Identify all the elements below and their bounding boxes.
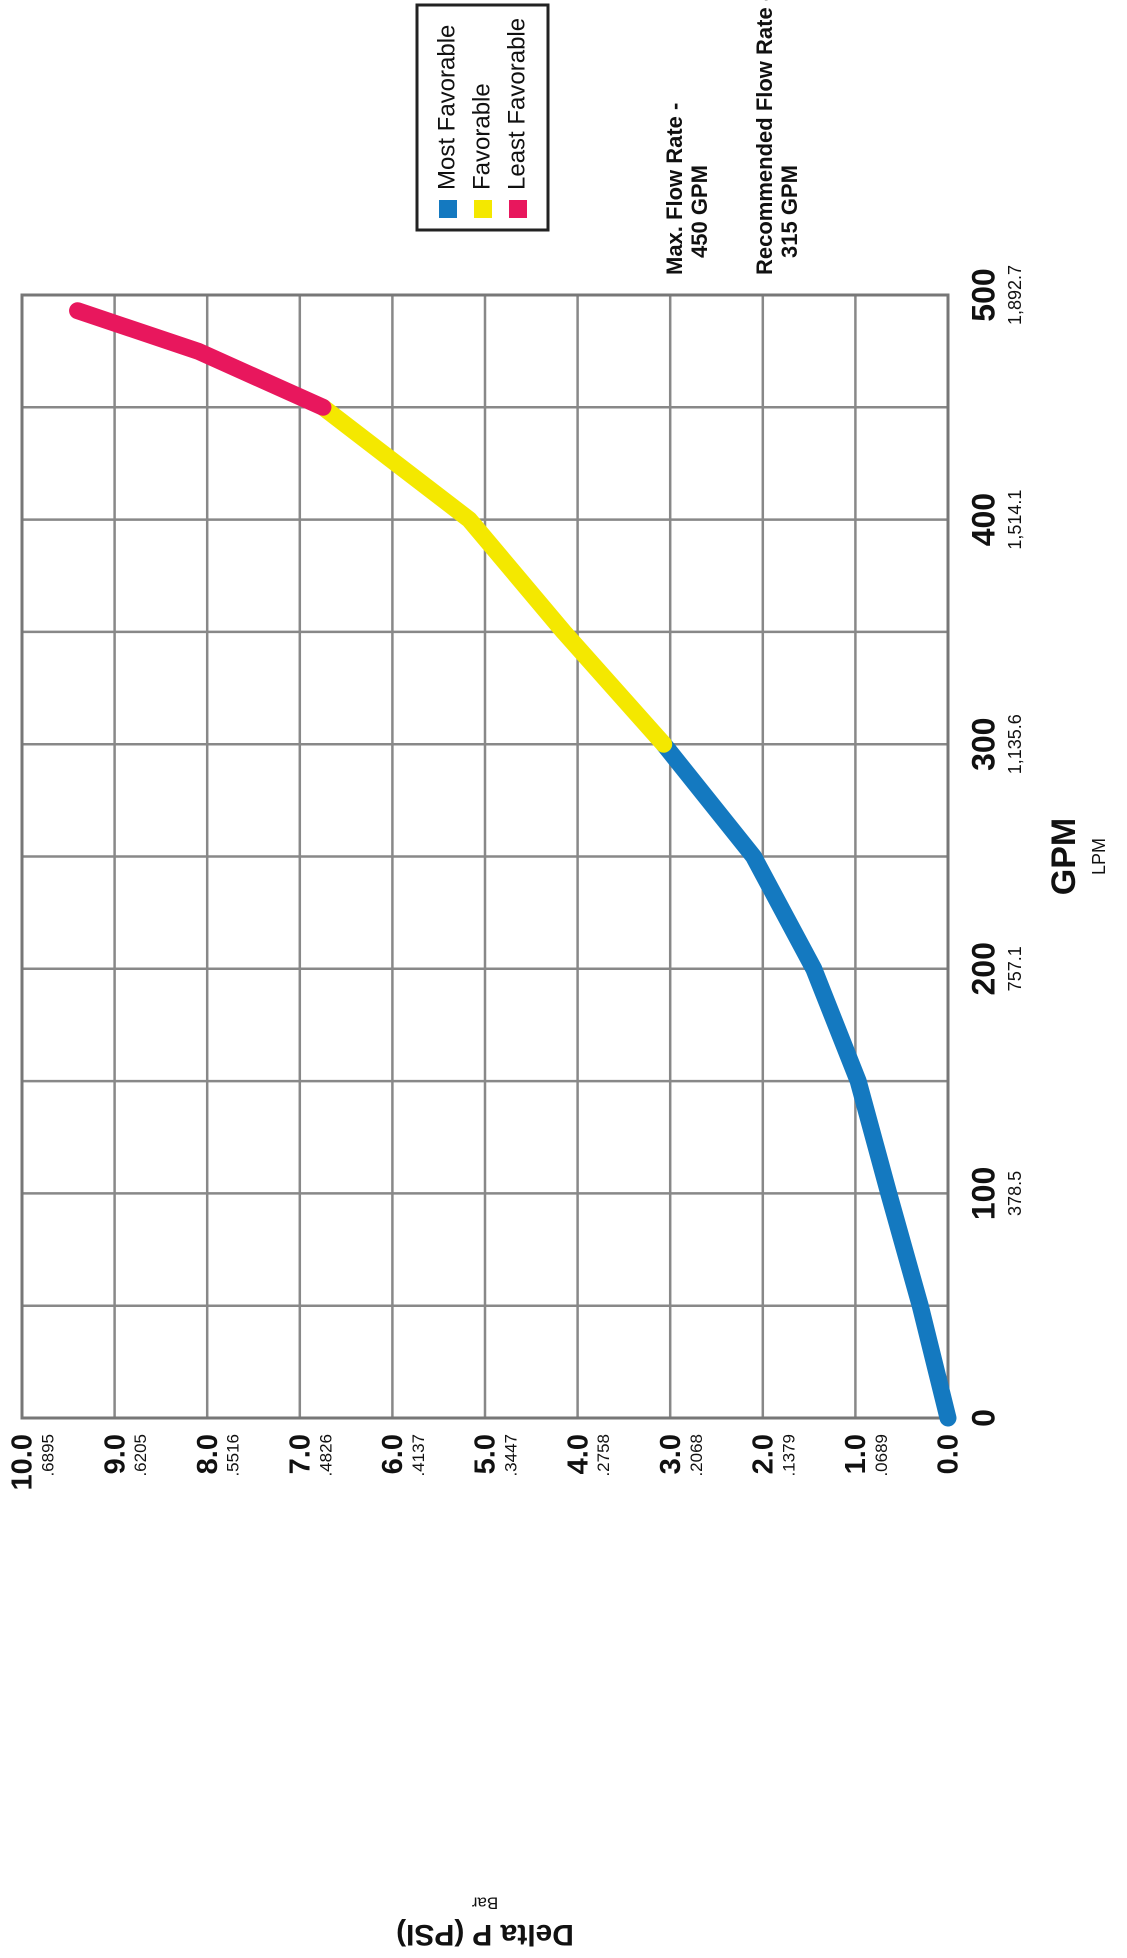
y-tick-label: 2.0 <box>747 1434 779 1474</box>
annotation: Recommended Flow Rate - <box>752 0 777 275</box>
legend-swatch <box>474 200 492 218</box>
y-tick-label: 8.0 <box>192 1434 224 1474</box>
y-tick-label: 0.0 <box>933 1434 965 1474</box>
plot-border <box>20 293 950 1420</box>
legend-label: Least Favorable <box>503 18 530 190</box>
y2-tick-label: .4826 <box>316 1434 335 1477</box>
y2-tick-label: .0689 <box>872 1434 891 1477</box>
x-tick-label: 0 <box>965 1409 1001 1427</box>
annotation: Max. Flow Rate - <box>662 103 687 275</box>
y2-tick-label: .3447 <box>502 1434 521 1477</box>
x-tick-label: 400 <box>965 493 1001 546</box>
y-tick-label: 4.0 <box>562 1434 594 1474</box>
legend-label: Favorable <box>468 83 495 190</box>
legend-swatch <box>509 200 527 218</box>
y2-tick-label: .2068 <box>687 1434 706 1477</box>
x-tick-label: 100 <box>965 1167 1001 1220</box>
y2-tick-label: .6895 <box>38 1434 57 1477</box>
y-tick-label: 9.0 <box>99 1434 131 1474</box>
y-tick-label: 1.0 <box>840 1434 872 1474</box>
legend-swatch <box>439 200 457 218</box>
y2-tick-label: .1379 <box>779 1434 798 1477</box>
rotated-chart: 0 100 200 300 400 500 378.5 757.1 1,135.6 1,514.1… <box>7 0 1109 1951</box>
x2-tick-label: 1,892.7 <box>1005 265 1025 325</box>
y-tick-label: 3.0 <box>655 1434 687 1474</box>
y2-tick-label: .2758 <box>594 1434 613 1477</box>
x2-tick-label: 378.5 <box>1005 1171 1025 1216</box>
y-tick-label: 10.0 <box>7 1434 39 1490</box>
data-line <box>655 735 957 1427</box>
y-axis-label: Delta P (PSI) <box>396 1918 574 1951</box>
x2-tick-label: 757.1 <box>1005 946 1025 991</box>
legend-label: Most Favorable <box>433 25 460 190</box>
x-tick-label: 200 <box>965 942 1001 995</box>
y2-tick-label: .4137 <box>409 1434 428 1477</box>
y2-tick-label: .6205 <box>131 1434 150 1477</box>
x2-tick-label: 1,514.1 <box>1005 490 1025 550</box>
x-tick-label: 500 <box>965 268 1001 321</box>
annotation: 315 GPM <box>777 165 802 258</box>
x2-tick-label: 1,135.6 <box>1005 714 1025 774</box>
x-axis-label: GPM <box>1045 818 1083 895</box>
y-tick-label: 5.0 <box>470 1434 502 1474</box>
legend-box <box>415 3 550 232</box>
y-tick-label: 6.0 <box>377 1434 409 1474</box>
data-line <box>69 302 332 416</box>
y2-axis-label: Bar <box>471 1894 498 1913</box>
y-tick-label: 7.0 <box>284 1434 316 1474</box>
y2-tick-label: .5516 <box>224 1434 243 1477</box>
x2-axis-label: LPM <box>1089 838 1109 875</box>
x-tick-label: 300 <box>965 718 1001 771</box>
annotation: 450 GPM <box>687 165 712 258</box>
data-line <box>314 398 673 753</box>
